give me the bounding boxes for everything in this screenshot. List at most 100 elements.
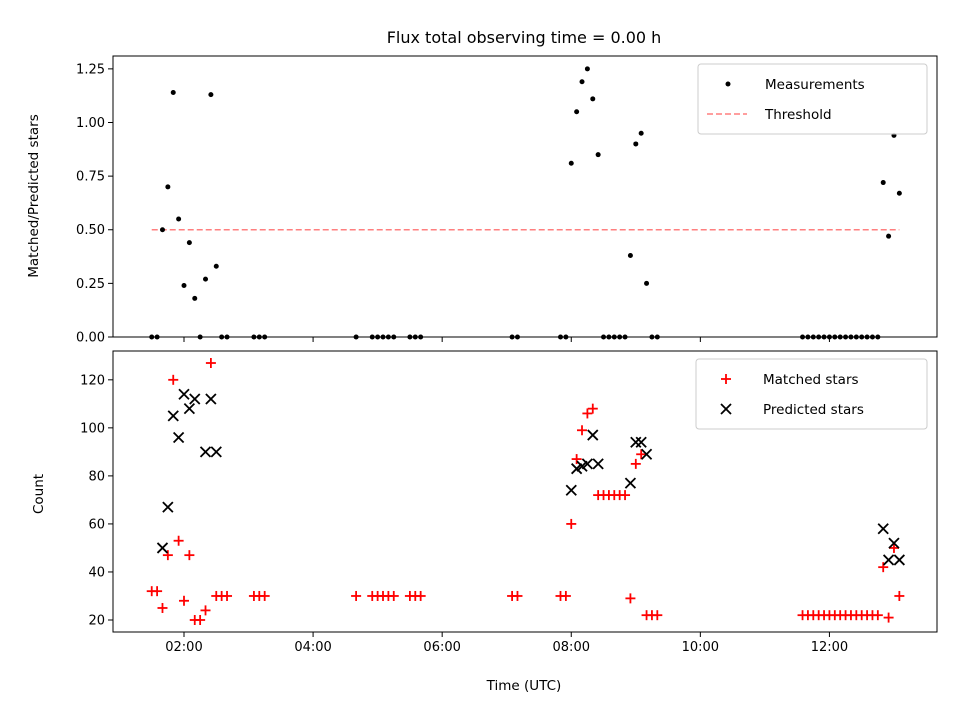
measurement-point [149,334,155,340]
predicted-star-marker [167,410,179,422]
matched-star-marker [184,550,195,561]
measurement-point [611,334,617,340]
matched-star-marker [878,562,889,573]
measurement-point [617,334,623,340]
top-y-tick-label: 0.50 [76,223,105,238]
measurement-point [224,334,230,340]
predicted-star-marker [630,436,642,448]
measurement-point [412,334,418,340]
matched-star-marker [652,610,663,621]
matched-star-marker [205,358,216,369]
measurement-point [418,334,424,340]
predicted-star-marker [877,523,889,535]
top-plot-frame [112,55,938,338]
measurement-point [869,334,875,340]
predicted-star-marker [635,436,647,448]
matched-star-marker [630,458,641,469]
predicted-star-marker [640,448,653,460]
matched-star-marker [566,518,577,529]
x-axis-label: Time (UTC) [486,678,562,694]
bottom-x-tick-label: 04:00 [294,640,331,655]
measurement-point [579,79,585,85]
bottom-y-tick-label: 100 [80,421,105,436]
measurement-point [380,334,386,340]
measurement-point [584,66,590,72]
measurement-point [186,240,192,246]
matched-star-marker [168,374,179,385]
matched-star-marker [872,610,883,621]
predicted-star-b [581,458,594,470]
predicted-star-marker [172,431,185,444]
bottom-plot-frame [112,350,938,633]
top-y-tick-label: 1.25 [76,62,105,77]
measurement-point [574,109,580,115]
predicted-star-b [162,501,174,513]
predicted-star-b [178,388,190,400]
matched-star-marker [388,590,399,601]
matched-star-marker [636,449,647,460]
predicted-star-marker [189,393,201,405]
bottom-x-tick-label: 08:00 [553,640,590,655]
matched-star-marker [888,542,899,553]
bottom-y-tick-label: 60 [88,517,105,532]
chart-title: Flux total observing time = 0.00 h [387,28,662,47]
top-y-tick-label: 0.75 [76,170,105,185]
bottom-y-tick-label: 40 [88,565,105,580]
measurement-point [864,334,870,340]
predicted-star-b [587,429,599,441]
matched-star-marker [178,595,189,606]
bottom-legend-box [695,358,928,430]
predicted-star-marker [183,403,196,415]
top-legend-box [697,63,928,135]
measurement-point [805,334,811,340]
predicted-star-b [189,393,201,405]
predicted-star-b [565,484,577,496]
measurement-point [181,283,187,289]
predicted-star-marker [162,501,174,513]
measurement-point [170,89,176,95]
bottom-legend: Matched stars Predicted stars [695,358,928,430]
bottom-x-tick-label: 02:00 [165,640,202,655]
top-legend-label: Measurements [765,77,865,93]
measurement-point [256,334,262,340]
matched-star-marker [582,408,593,419]
predicted-star-b [624,477,637,489]
predicted-star-b [199,446,212,458]
bottom-y-tick-label: 20 [88,613,105,628]
measurement-point [848,334,854,340]
predicted-star-marker [565,484,577,496]
measurement-point [832,334,838,340]
top-legend: Measurements Threshold [697,63,928,135]
bottom-legend-label: Matched stars [763,372,859,388]
predicted-star-b [630,436,642,448]
measurement-point [627,252,633,258]
matched-star-marker [894,590,905,601]
predicted-star-b [592,458,604,470]
top-y-tick-label: 0.00 [76,331,105,346]
top-legend-label: Threshold [764,107,832,123]
measurement-point [407,334,413,340]
predicted-star-b [172,431,185,444]
predicted-star-marker [592,458,604,470]
top-y-tick-label: 0.25 [76,277,105,292]
measurement-point [880,180,886,186]
measurement-point [557,334,563,340]
measurement-point [391,334,397,340]
matched-star-marker [620,490,631,501]
measurement-point [176,216,182,222]
bottom-legend-label: Predicted stars [763,402,864,418]
measurement-point [886,233,892,239]
measurement-point [563,334,569,340]
measurement-point [213,263,219,269]
matched-star-marker [883,612,894,623]
measurement-point [810,334,816,340]
legend-measurement-marker [725,81,731,87]
measurement-point [385,334,391,340]
measurement-point [622,334,628,340]
matched-star-marker [587,403,598,414]
matched-star-marker [512,590,523,601]
predicted-star-b [183,403,196,415]
predicted-star-marker [178,388,190,400]
measurement-point [896,190,902,196]
matched-star-marker [415,590,426,601]
